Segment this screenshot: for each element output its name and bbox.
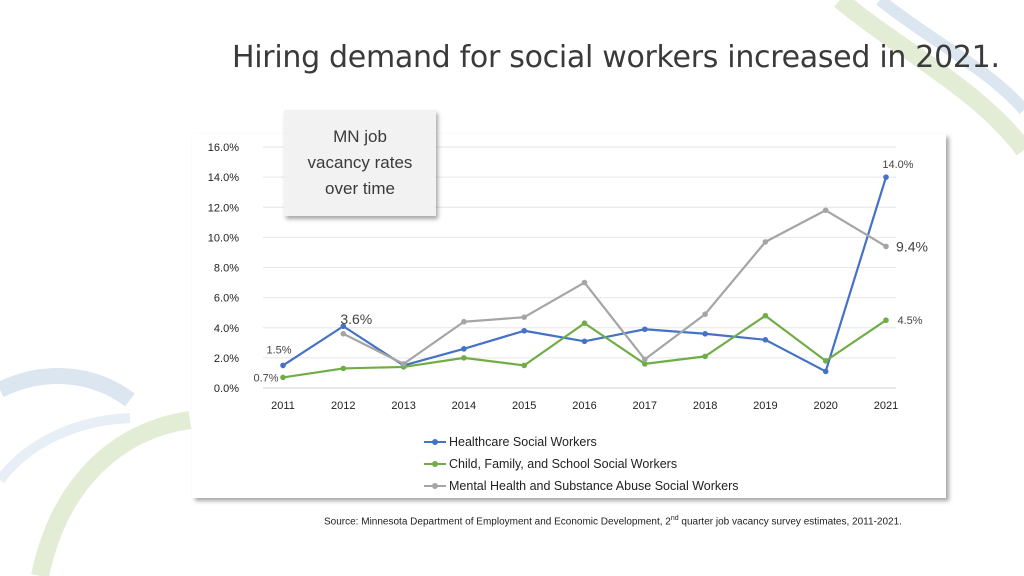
- data-point-healthcare: [883, 174, 889, 180]
- swoosh-top-blue: [876, 0, 1024, 114]
- callout-text: MN job vacancy rates over time: [307, 127, 413, 198]
- data-point-healthcare: [581, 338, 588, 345]
- legend-item-mental: Mental Health and Substance Abuse Social…: [424, 475, 739, 497]
- data-point-healthcare: [702, 330, 708, 337]
- legend-item-child: Child, Family, and School Social Workers: [424, 453, 739, 475]
- x-tick-label: 2012: [331, 400, 355, 412]
- data-point-mental: [521, 314, 527, 321]
- x-tick-label: 2021: [874, 400, 898, 412]
- data-point-mental: [822, 207, 829, 214]
- data-point-mental: [702, 311, 708, 317]
- y-tick-label: 2.0%: [214, 353, 239, 365]
- data-label: 14.0%: [882, 159, 913, 171]
- data-point-healthcare: [762, 337, 769, 343]
- data-label: 9.4%: [896, 238, 928, 254]
- data-point-mental: [762, 239, 769, 245]
- y-tick-label: 16.0%: [208, 142, 239, 154]
- data-point-child: [461, 355, 467, 361]
- data-label: 3.6%: [340, 311, 372, 327]
- y-tick-label: 0.0%: [214, 383, 239, 395]
- line-chart: 0.0% 2.0% 4.0% 6.0% 8.0% 10.0% 12.0% 14.0% 16.0%…: [208, 142, 928, 412]
- data-label: 0.7%: [253, 372, 278, 384]
- y-tick-label: 8.0%: [214, 263, 239, 275]
- x-tick-label: 2016: [572, 400, 596, 412]
- data-point-child: [762, 312, 769, 319]
- data-point-child: [280, 374, 286, 381]
- source-prefix: Source: Minnesota Department of Employme…: [324, 516, 671, 528]
- data-point-child: [702, 353, 708, 360]
- legend-swatch: [424, 459, 446, 469]
- data-point-healthcare: [461, 346, 467, 352]
- x-tick-label: 2018: [693, 400, 717, 412]
- data-point-mental: [461, 318, 467, 325]
- x-tick-label: 2015: [512, 400, 536, 412]
- x-tick-label: 2014: [452, 400, 476, 412]
- data-label: 1.5%: [266, 344, 291, 356]
- data-point-mental: [400, 361, 407, 367]
- data-point-healthcare: [280, 362, 286, 369]
- legend-label: Child, Family, and School Social Workers: [449, 457, 678, 471]
- data-point-mental: [642, 356, 648, 363]
- page-title: Hiring demand for social workers increas…: [232, 40, 1000, 75]
- x-tick-label: 2017: [633, 400, 657, 412]
- data-point-healthcare: [642, 326, 648, 333]
- y-tick-label: 12.0%: [208, 202, 239, 214]
- data-point-child: [340, 365, 347, 372]
- data-point-healthcare: [340, 323, 347, 330]
- data-point-child: [883, 317, 889, 324]
- series-line-mental: [342, 209, 887, 365]
- data-point-child: [642, 361, 648, 367]
- x-tick-label: 2019: [753, 400, 777, 412]
- data-point-child: [822, 358, 829, 364]
- x-tick-label: 2013: [391, 400, 415, 412]
- swoosh-top-green: [834, 0, 1024, 156]
- data-point-healthcare: [822, 368, 829, 375]
- chart-legend: Healthcare Social Workers Child, Family, …: [424, 431, 739, 497]
- x-tick-label: 2020: [813, 400, 837, 412]
- swoosh-left-light: [0, 413, 131, 484]
- legend-swatch: [424, 481, 446, 491]
- legend-item-healthcare: Healthcare Social Workers: [424, 431, 739, 453]
- chart-callout-box: MN job vacancy rates over time: [284, 110, 436, 216]
- swoosh-left-green: [31, 411, 192, 576]
- data-point-child: [581, 320, 588, 327]
- data-label: 4.5%: [897, 315, 922, 327]
- source-superscript: nd: [670, 515, 679, 522]
- legend-label: Healthcare Social Workers: [449, 435, 597, 449]
- source-suffix: quarter job vacancy survey estimates, 20…: [678, 516, 902, 528]
- data-point-child: [521, 362, 527, 369]
- data-point-mental: [581, 279, 588, 286]
- data-point-healthcare: [521, 327, 527, 334]
- swoosh-left-blue: [0, 368, 135, 407]
- x-tick-label: 2011: [271, 400, 295, 412]
- source-note: Source: Minnesota Department of Employme…: [324, 515, 902, 527]
- data-point-mental: [340, 330, 347, 337]
- y-tick-label: 6.0%: [214, 293, 239, 305]
- legend-swatch: [424, 437, 446, 447]
- y-tick-label: 4.0%: [214, 323, 239, 335]
- legend-label: Mental Health and Substance Abuse Social…: [449, 479, 739, 493]
- y-tick-label: 14.0%: [208, 172, 239, 184]
- data-point-mental: [883, 243, 889, 250]
- y-tick-label: 10.0%: [208, 232, 239, 244]
